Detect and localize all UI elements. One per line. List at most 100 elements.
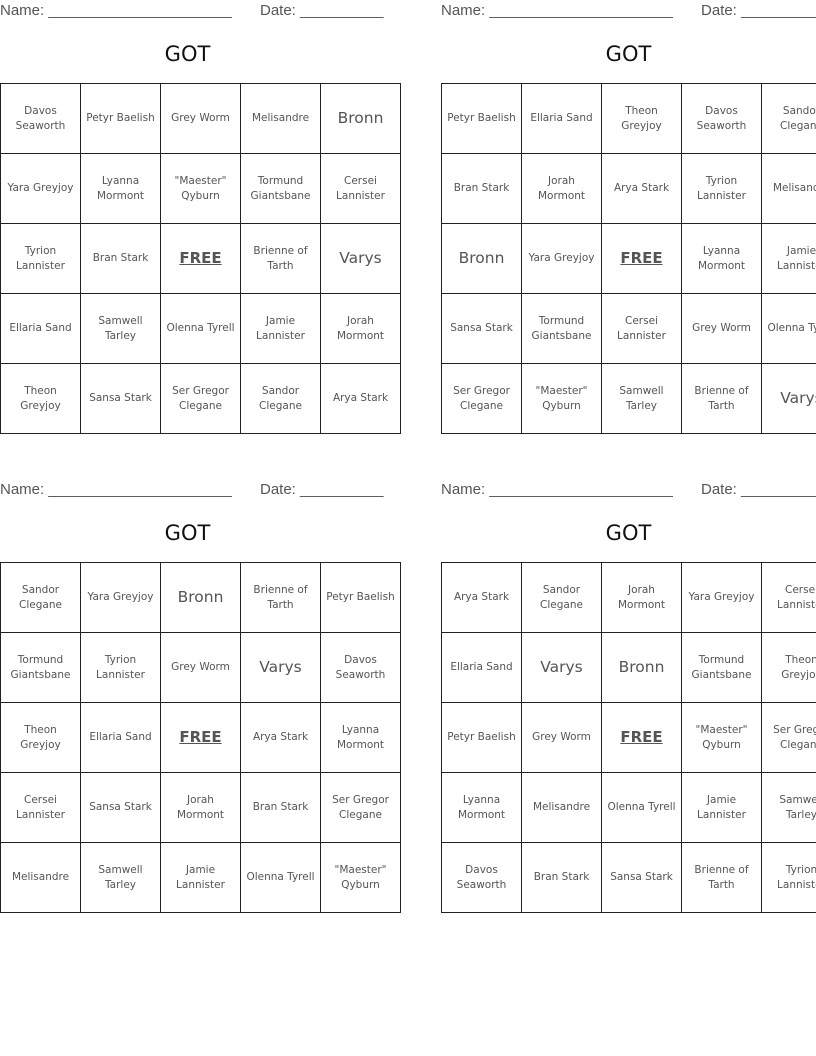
bingo-cell: Arya Stark (240, 702, 321, 773)
date-field: Date: __________ (701, 2, 816, 19)
bingo-cell: Sansa Stark (80, 772, 161, 843)
bingo-cell: Sansa Stark (80, 363, 161, 434)
bingo-cell: Brienne of Tarth (240, 562, 321, 633)
bingo-cell: Davos Seaworth (320, 632, 401, 703)
grid-row: Melisandre Samwell Tarley Jamie Lannister O… (0, 842, 401, 913)
card-title: GOT (164, 42, 211, 66)
card-title: GOT (605, 521, 652, 545)
bingo-cell: Ser Gregor Clegane (761, 702, 816, 773)
bingo-cell: Olenna Tyrell (761, 293, 816, 364)
grid-row: Lyanna Mormont Melisandre Olenna Tyrell Jam… (441, 772, 816, 843)
bingo-cell: Tormund Giantsbane (681, 632, 762, 703)
bingo-cell: Olenna Tyrell (601, 772, 682, 843)
bingo-cell: Petyr Baelish (441, 702, 522, 773)
grid-row: Davos Seaworth Petyr Baelish Grey Worm Meli… (0, 83, 401, 154)
bingo-grid: Davos Seaworth Petyr Baelish Grey Worm Meli… (0, 83, 401, 434)
bingo-cell: Samwell Tarley (761, 772, 816, 843)
card-header: Name: ______________________ Date: ______… (0, 481, 383, 498)
bingo-cell: Samwell Tarley (80, 293, 161, 364)
bingo-cell: Tormund Giantsbane (240, 153, 321, 224)
card-header: Name: ______________________ Date: ______… (441, 481, 816, 498)
bingo-cell: Bran Stark (80, 223, 161, 294)
bingo-cell: Tyrion Lannister (761, 842, 816, 913)
bingo-cell: Arya Stark (601, 153, 682, 224)
grid-row: Petyr Baelish Grey Worm FREE "Maester" Qybu… (441, 702, 816, 773)
bingo-cell: Arya Stark (441, 562, 522, 633)
bingo-cell: Ellaria Sand (521, 83, 602, 154)
grid-row: Sandor Clegane Yara Greyjoy Bronn Brienne o… (0, 562, 401, 633)
bingo-cell: Tormund Giantsbane (0, 632, 81, 703)
bingo-cell: "Maester" Qyburn (160, 153, 241, 224)
bingo-cell: Lyanna Mormont (681, 223, 762, 294)
name-field: Name: ______________________ (441, 2, 673, 19)
bingo-cell: Melisandre (0, 842, 81, 913)
bingo-grid: Arya Stark Sandor Clegane Jorah Mormont Yar… (441, 562, 816, 913)
bingo-cell: Varys (320, 223, 401, 294)
bingo-cell: Melisandre (521, 772, 602, 843)
bingo-cell: Bronn (320, 83, 401, 154)
grid-row: Sansa Stark Tormund Giantsbane Cersei Lann… (441, 293, 816, 364)
date-field: Date: __________ (260, 481, 384, 498)
bingo-grid: Petyr Baelish Ellaria Sand Theon Greyjoy Da… (441, 83, 816, 434)
grid-row: Ellaria Sand Samwell Tarley Olenna Tyrell J… (0, 293, 401, 364)
bingo-cell: Tyrion Lannister (80, 632, 161, 703)
card-title: GOT (605, 42, 652, 66)
date-field: Date: __________ (260, 2, 384, 19)
bingo-cell: Yara Greyjoy (521, 223, 602, 294)
card-header: Name: ______________________ Date: ______… (0, 2, 383, 19)
bingo-cell: Theon Greyjoy (601, 83, 682, 154)
bingo-cell: Jamie Lannister (681, 772, 762, 843)
bingo-cell: Ellaria Sand (0, 293, 81, 364)
bingo-cell: "Maester" Qyburn (320, 842, 401, 913)
bingo-cell: Olenna Tyrell (160, 293, 241, 364)
bingo-cell: Jorah Mormont (160, 772, 241, 843)
bingo-cell: Varys (240, 632, 321, 703)
bingo-cell: Sansa Stark (601, 842, 682, 913)
bingo-cell: "Maester" Qyburn (521, 363, 602, 434)
bingo-cell: Petyr Baelish (441, 83, 522, 154)
bingo-cell: Samwell Tarley (80, 842, 161, 913)
bingo-cell: Bran Stark (521, 842, 602, 913)
grid-row: Bronn Yara Greyjoy FREE Lyanna Mormont Jamie… (441, 223, 816, 294)
bingo-cell: Petyr Baelish (80, 83, 161, 154)
bingo-cell: Ellaria Sand (441, 632, 522, 703)
bingo-cell: Sandor Clegane (761, 83, 816, 154)
bingo-cell: Brienne of Tarth (681, 363, 762, 434)
bingo-cell: Brienne of Tarth (240, 223, 321, 294)
bingo-cell: Varys (521, 632, 602, 703)
grid-row: Bran Stark Jorah Mormont Arya Stark Tyrion … (441, 153, 816, 224)
grid-row: Tyrion Lannister Bran Stark FREE Brienne of… (0, 223, 401, 294)
bingo-cell: Jorah Mormont (320, 293, 401, 364)
bingo-cell: Theon Greyjoy (761, 632, 816, 703)
bingo-cell: Jamie Lannister (160, 842, 241, 913)
free-space: FREE (160, 223, 241, 294)
bingo-cell: "Maester" Qyburn (681, 702, 762, 773)
bingo-cell: Grey Worm (521, 702, 602, 773)
bingo-cell: Bran Stark (441, 153, 522, 224)
bingo-cell: Brienne of Tarth (681, 842, 762, 913)
bingo-cell: Olenna Tyrell (240, 842, 321, 913)
grid-row: Ellaria Sand Varys Bronn Tormund Giantsbane… (441, 632, 816, 703)
bingo-cell: Bronn (601, 632, 682, 703)
bingo-grid: Sandor Clegane Yara Greyjoy Bronn Brienne o… (0, 562, 401, 913)
bingo-cell: Bronn (160, 562, 241, 633)
bingo-cell: Grey Worm (681, 293, 762, 364)
card-header: Name: ______________________ Date: ______… (441, 2, 816, 19)
bingo-cell: Ser Gregor Clegane (320, 772, 401, 843)
bingo-cell: Davos Seaworth (441, 842, 522, 913)
bingo-cell: Lyanna Mormont (320, 702, 401, 773)
bingo-cell: Arya Stark (320, 363, 401, 434)
bingo-cell: Ellaria Sand (80, 702, 161, 773)
grid-row: Theon Greyjoy Ellaria Sand FREE Arya Stark L… (0, 702, 401, 773)
grid-row: Cersei Lannister Sansa Stark Jorah Mormont… (0, 772, 401, 843)
bingo-cell: Jorah Mormont (521, 153, 602, 224)
grid-row: Yara Greyjoy Lyanna Mormont "Maester" Qybu… (0, 153, 401, 224)
bingo-cell: Jamie Lannister (761, 223, 816, 294)
bingo-cell: Yara Greyjoy (681, 562, 762, 633)
bingo-cell: Grey Worm (160, 83, 241, 154)
free-space: FREE (160, 702, 241, 773)
bingo-cell: Sansa Stark (441, 293, 522, 364)
bingo-cell: Yara Greyjoy (80, 562, 161, 633)
bingo-cell: Cersei Lannister (320, 153, 401, 224)
bingo-cell: Petyr Baelish (320, 562, 401, 633)
